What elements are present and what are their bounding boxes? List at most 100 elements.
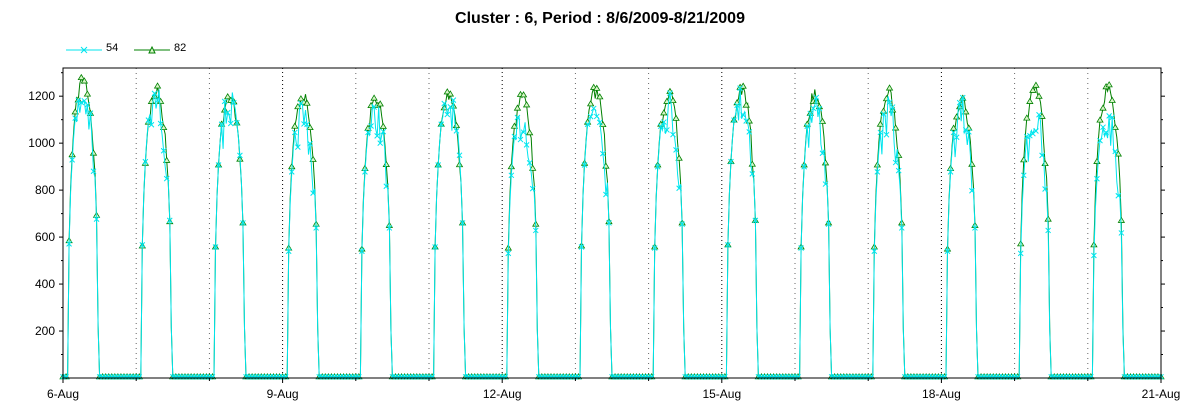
legend-label-82: 82 [174,42,187,54]
point-54 [166,217,173,224]
point-54 [520,129,527,136]
point-82 [596,93,604,100]
point-54 [371,104,377,111]
point-82 [885,84,894,91]
point-54 [215,162,222,168]
point-54 [959,94,966,101]
y-tick-label: 1000 [28,136,55,150]
point-82 [745,117,753,124]
point-54 [304,121,310,128]
point-54 [886,99,893,106]
point-54 [1109,114,1116,121]
point-54 [291,129,298,136]
point-54 [1112,148,1119,155]
point-54 [230,99,237,106]
point-54 [816,105,823,112]
point-54 [151,90,158,97]
point-82 [1105,81,1113,88]
point-54 [368,123,374,129]
point-54 [444,111,451,118]
point-54 [359,248,365,255]
y-tick-label: 200 [35,324,55,338]
point-54 [310,190,316,196]
point-54 [880,111,887,117]
point-82 [818,117,827,124]
point-54 [749,171,756,177]
point-54 [874,169,881,175]
point-54 [972,225,978,231]
point-54 [154,97,161,103]
x-tick-label: 15-Aug [702,387,741,401]
point-54 [298,100,304,107]
point-82 [1093,157,1101,164]
point-54 [377,140,384,147]
point-54 [889,104,896,110]
point-82 [297,95,305,102]
point-82 [77,73,86,81]
point-82 [1108,96,1116,103]
point-54 [142,158,149,165]
legend-label-54: 54 [106,42,119,54]
point-54 [898,225,905,231]
point-82 [522,101,531,108]
point-54 [578,244,585,250]
point-54 [447,103,454,110]
point-54 [1115,192,1122,199]
point-82 [89,149,98,156]
point-54 [285,248,292,255]
point-54 [90,168,97,175]
point-54 [459,220,466,226]
point-54 [813,94,820,101]
point-54 [664,127,670,133]
point-54 [734,102,740,109]
point-82 [586,100,595,107]
point-54 [944,248,951,255]
point-82 [153,82,162,89]
point-54 [288,169,295,175]
point-82 [876,120,885,127]
point-82 [742,101,750,108]
point-82 [83,90,92,97]
series-line-54 [63,88,1161,378]
point-54 [374,133,381,139]
point-54 [667,90,673,96]
point-54 [438,121,445,128]
point-54 [139,242,146,248]
point-54 [593,113,600,120]
point-82 [159,123,168,131]
point-54 [514,114,521,121]
point-82 [1099,104,1107,111]
point-54 [801,163,808,170]
point-54 [651,245,658,251]
point-54 [75,97,82,104]
point-54 [380,128,387,135]
point-54 [386,225,393,231]
chart-title: Cluster : 6, Period : 8/6/2009-8/21/2009 [455,10,745,27]
point-54 [145,117,152,124]
point-54 [807,110,814,117]
point-54 [1026,132,1033,139]
series-line-82 [63,75,1161,378]
point-54 [1106,113,1113,119]
point-82 [306,123,314,131]
point-54 [148,121,155,128]
point-82 [452,121,461,129]
point-54 [819,150,826,157]
point-82 [525,129,534,136]
point-54 [237,152,243,159]
point-82 [891,124,900,131]
point-54 [87,110,94,116]
point-54 [728,158,734,165]
point-54 [587,113,594,120]
point-54 [505,250,512,257]
point-54 [1042,186,1048,192]
point-82 [510,122,519,129]
point-54 [731,117,737,124]
legend-swatch-82 [134,45,170,54]
point-54 [163,175,170,182]
point-82 [382,160,391,167]
point-82 [1032,81,1040,88]
point-82 [660,109,668,116]
point-54 [969,187,975,194]
x-tick-label: 9-Aug [267,387,299,401]
